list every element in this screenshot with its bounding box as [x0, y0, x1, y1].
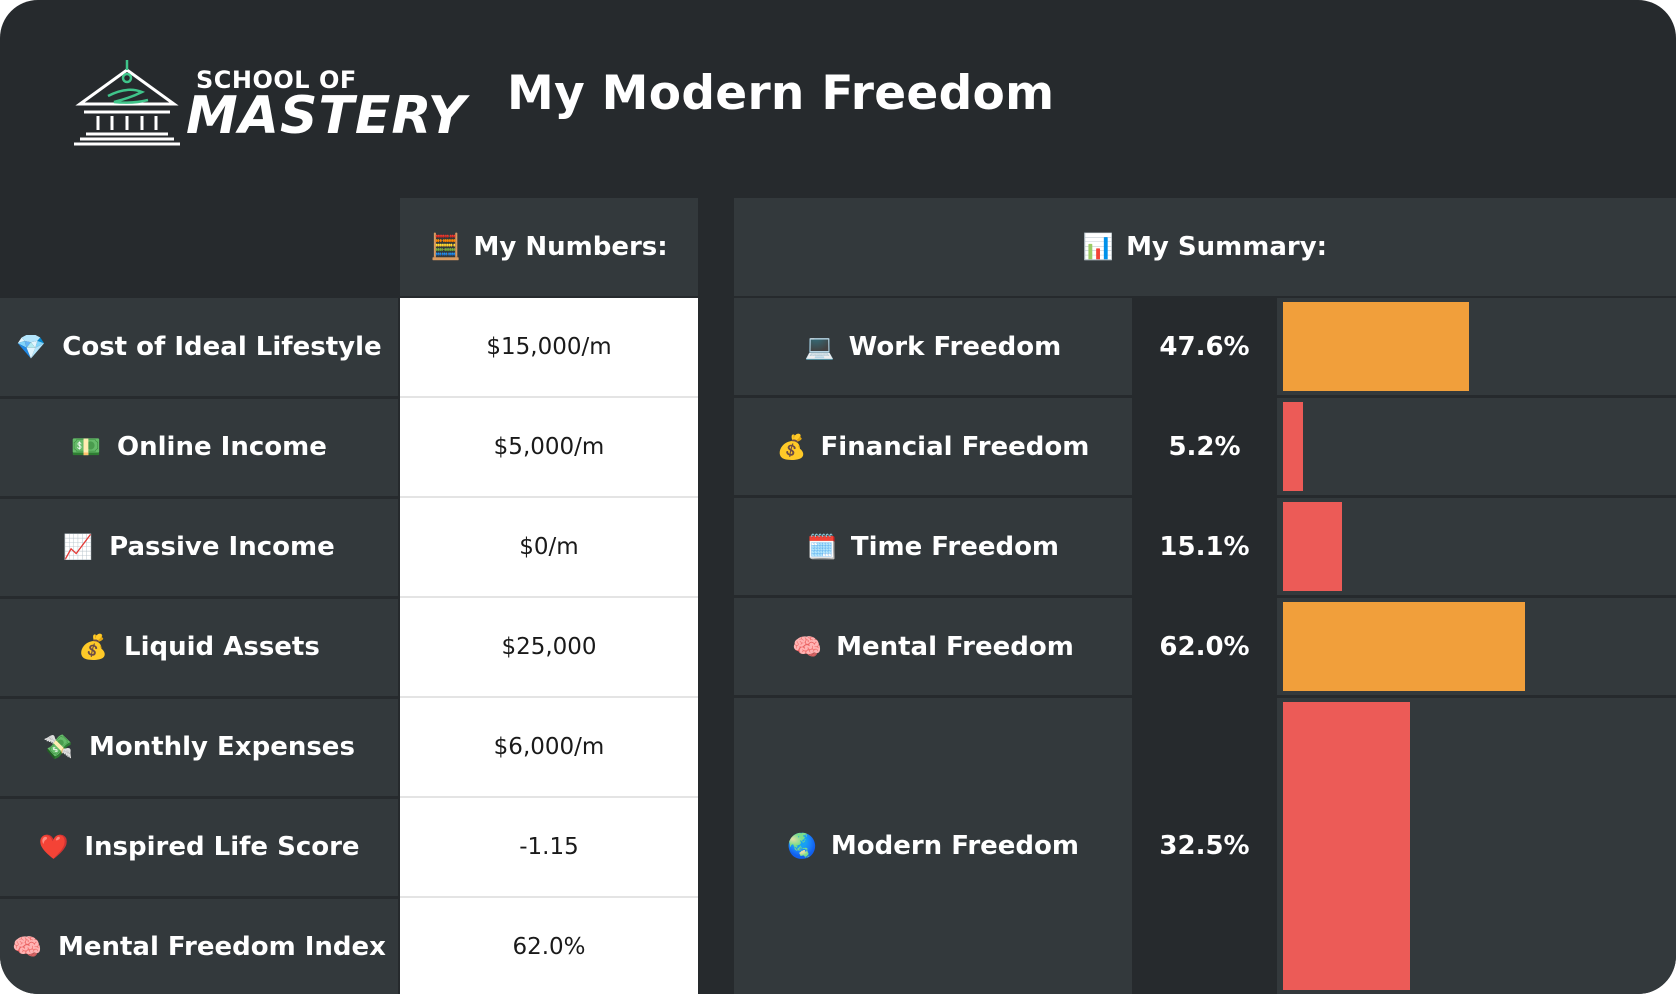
numbers-row-label: ❤️ Inspired Life Score: [0, 798, 398, 896]
value-divider: [400, 896, 698, 898]
numbers-row-label: 💰 Liquid Assets: [0, 598, 398, 696]
money-bag-icon: 💰: [776, 432, 807, 461]
row-divider: [0, 696, 398, 699]
numbers-value-cell[interactable]: $25,000: [501, 634, 597, 660]
summary-percent: 47.6%: [1159, 331, 1250, 362]
summary-heading: 📊 My Summary:: [734, 198, 1676, 296]
logo-line-2: MASTERY: [186, 86, 467, 146]
money-with-wings-icon: 💸: [43, 733, 73, 761]
numbers-header-panel: [400, 198, 698, 296]
money-bag-icon: 💰: [78, 633, 109, 661]
numbers-row-label-text: Liquid Assets: [124, 632, 320, 662]
summary-bar-track: [1277, 498, 1676, 595]
numbers-values-panel: $15,000/m $5,000/m $0/m $25,000 $6,000/m -1.1…: [400, 298, 698, 994]
brain-icon: 🧠: [792, 632, 823, 661]
heart-icon: ❤️: [38, 833, 69, 861]
summary-row-label: 💰 Financial Freedom: [734, 398, 1132, 495]
numbers-value-cell[interactable]: $6,000/m: [493, 734, 605, 760]
value-divider: [400, 596, 698, 598]
numbers-row-label-text: Passive Income: [109, 532, 335, 562]
summary-row-label-text: Work Freedom: [848, 331, 1062, 362]
value-divider: [400, 496, 698, 498]
numbers-heading-label: My Numbers:: [473, 232, 668, 262]
numbers-row-label-text: Inspired Life Score: [84, 832, 360, 862]
row-divider: [0, 396, 398, 399]
dollar-banknote-icon: 💵: [71, 433, 102, 461]
row-divider: [0, 796, 398, 799]
bar-chart-icon: 📊: [1082, 232, 1115, 261]
numbers-row-label-text: Monthly Expenses: [88, 732, 355, 762]
value-divider: [400, 796, 698, 798]
summary-bar: [1283, 502, 1342, 591]
summary-row-label-text: Time Freedom: [850, 531, 1060, 562]
numbers-value-cell[interactable]: -1.15: [519, 834, 579, 860]
summary-bar: [1283, 602, 1525, 691]
summary-row-label-text: Financial Freedom: [820, 431, 1090, 462]
summary-row-label-text: Mental Freedom: [836, 631, 1074, 662]
numbers-row-label: 💎 Cost of Ideal Lifestyle: [0, 298, 398, 396]
summary-bar: [1283, 402, 1303, 491]
numbers-row-label: 💸 Monthly Expenses: [0, 698, 398, 796]
calendar-icon: 🗓️: [806, 532, 837, 561]
summary-header-panel: [734, 198, 1676, 296]
temple-icon: [74, 60, 180, 146]
summary-bar: [1283, 302, 1469, 391]
summary-bar-track: [1277, 298, 1676, 395]
row-divider: [0, 896, 398, 899]
summary-percent: 62.0%: [1159, 631, 1250, 662]
summary-bar-track: [1277, 698, 1676, 994]
numbers-value-cell[interactable]: $0/m: [519, 534, 579, 560]
summary-percent: 15.1%: [1159, 531, 1250, 562]
numbers-row-label: 📈 Passive Income: [0, 498, 398, 596]
value-divider: [400, 696, 698, 698]
globe-icon: 🌏: [786, 832, 817, 860]
summary-percent: 5.2%: [1168, 431, 1241, 462]
numbers-row-label-text: Cost of Ideal Lifestyle: [62, 332, 382, 362]
gem-icon: 💎: [16, 333, 47, 361]
numbers-row-label-text: Mental Freedom Index: [57, 932, 386, 962]
logo-line-1: SCHOOL OF: [196, 66, 357, 94]
summary-bar: [1283, 702, 1410, 990]
summary-bar-track: [1277, 398, 1676, 495]
summary-row-label: 🗓️ Time Freedom: [734, 498, 1132, 595]
chart-increasing-icon: 📈: [63, 533, 94, 561]
summary-heading-label: My Summary:: [1126, 232, 1328, 262]
numbers-labels-panel: [0, 298, 398, 994]
brain-icon: 🧠: [12, 933, 42, 961]
numbers-value-cell[interactable]: $5,000/m: [493, 434, 605, 460]
numbers-value-cell[interactable]: $15,000/m: [486, 334, 612, 360]
row-divider: [0, 596, 398, 599]
abacus-icon: 🧮: [430, 232, 462, 261]
school-of-mastery-logo[interactable]: SCHOOL OF MASTERY: [72, 52, 465, 148]
value-divider: [400, 396, 698, 398]
summary-row-label: 🧠 Mental Freedom: [734, 598, 1132, 695]
numbers-row-label-text: Online Income: [117, 432, 327, 462]
summary-bar-track: [1277, 598, 1676, 695]
summary-percent: 32.5%: [1159, 831, 1250, 861]
summary-row-label: 🌏 Modern Freedom: [734, 698, 1132, 994]
page-title: My Modern Freedom: [507, 66, 1055, 121]
row-divider: [0, 496, 398, 499]
summary-row-label: 💻 Work Freedom: [734, 298, 1132, 395]
numbers-row-label: 🧠 Mental Freedom Index: [0, 898, 398, 994]
laptop-icon: 💻: [804, 332, 835, 361]
summary-row-label-text: Modern Freedom: [830, 831, 1079, 861]
header: SCHOOL OF MASTERY My Modern Freedom: [0, 0, 1676, 198]
numbers-value-cell[interactable]: 62.0%: [512, 934, 586, 960]
numbers-heading: 🧮 My Numbers:: [400, 198, 698, 296]
numbers-row-label: 💵 Online Income: [0, 398, 398, 496]
